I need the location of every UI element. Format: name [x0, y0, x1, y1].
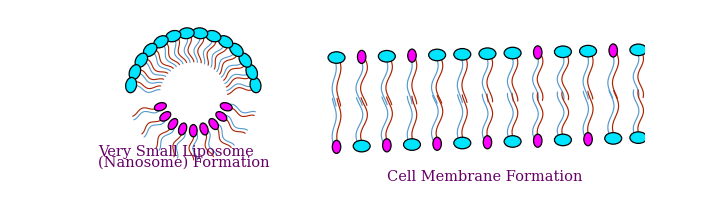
Ellipse shape [166, 30, 180, 42]
Ellipse shape [554, 134, 572, 146]
Ellipse shape [126, 77, 137, 93]
Ellipse shape [144, 43, 157, 56]
Ellipse shape [206, 30, 221, 42]
Ellipse shape [554, 46, 572, 58]
Ellipse shape [504, 47, 521, 59]
Text: (Nanosome) Formation: (Nanosome) Formation [98, 156, 270, 170]
Ellipse shape [429, 49, 446, 61]
Ellipse shape [353, 140, 370, 152]
Ellipse shape [220, 103, 232, 111]
Ellipse shape [433, 137, 441, 150]
Ellipse shape [332, 140, 341, 153]
Ellipse shape [630, 132, 647, 143]
Ellipse shape [168, 119, 178, 130]
Ellipse shape [160, 112, 170, 121]
Ellipse shape [229, 43, 243, 56]
Ellipse shape [383, 139, 391, 152]
Ellipse shape [504, 136, 521, 147]
Ellipse shape [209, 119, 219, 130]
Ellipse shape [630, 44, 647, 56]
Ellipse shape [178, 123, 187, 135]
Ellipse shape [403, 139, 421, 150]
Ellipse shape [328, 52, 345, 63]
Ellipse shape [239, 53, 252, 67]
Ellipse shape [246, 65, 257, 79]
Ellipse shape [357, 50, 366, 63]
Ellipse shape [580, 45, 597, 57]
Text: Very Small Liposome: Very Small Liposome [98, 144, 254, 159]
Ellipse shape [479, 48, 496, 59]
Ellipse shape [129, 65, 141, 79]
Ellipse shape [408, 49, 416, 62]
Ellipse shape [179, 28, 194, 39]
Ellipse shape [219, 36, 233, 48]
Ellipse shape [533, 134, 542, 147]
Ellipse shape [584, 133, 592, 146]
Ellipse shape [155, 103, 166, 111]
Ellipse shape [200, 123, 208, 135]
Text: Cell Membrane Formation: Cell Membrane Formation [387, 170, 582, 184]
Ellipse shape [190, 125, 197, 137]
Ellipse shape [483, 136, 492, 149]
Ellipse shape [135, 53, 147, 67]
Ellipse shape [250, 77, 261, 93]
Ellipse shape [154, 36, 168, 48]
Ellipse shape [454, 49, 471, 60]
Ellipse shape [216, 112, 226, 121]
Ellipse shape [605, 133, 622, 144]
Ellipse shape [378, 50, 395, 62]
Ellipse shape [533, 46, 542, 59]
Ellipse shape [609, 44, 618, 57]
Ellipse shape [193, 28, 208, 39]
Ellipse shape [454, 137, 471, 149]
